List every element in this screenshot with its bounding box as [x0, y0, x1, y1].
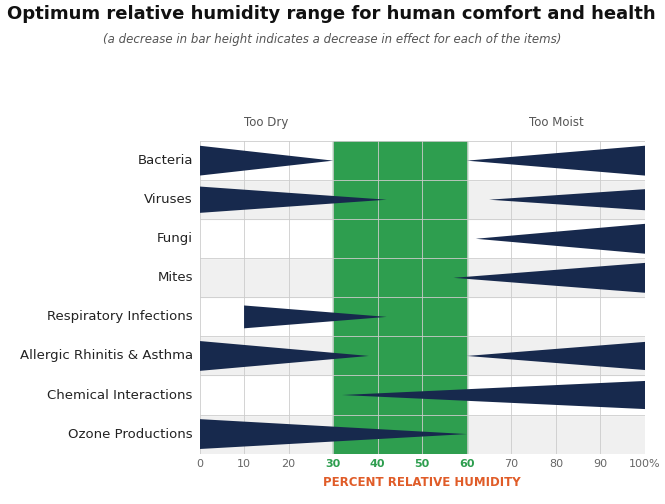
Polygon shape	[467, 146, 645, 175]
Bar	[200, 219, 645, 258]
Text: Too Dry: Too Dry	[244, 115, 289, 129]
Bar	[200, 141, 645, 180]
Text: Allergic Rhinitis & Asthma: Allergic Rhinitis & Asthma	[20, 349, 193, 362]
Text: Fungi: Fungi	[157, 232, 193, 245]
Polygon shape	[200, 186, 386, 213]
Polygon shape	[200, 146, 333, 175]
Text: Chemical Interactions: Chemical Interactions	[47, 389, 193, 402]
Polygon shape	[200, 341, 369, 371]
Bar	[200, 180, 645, 219]
Text: Respiratory Infections: Respiratory Infections	[47, 310, 193, 324]
Bar	[200, 258, 645, 297]
Text: Optimum relative humidity range for human comfort and health: Optimum relative humidity range for huma…	[7, 5, 655, 23]
Text: Bacteria: Bacteria	[137, 154, 193, 167]
Polygon shape	[489, 189, 645, 210]
Polygon shape	[200, 419, 467, 449]
Polygon shape	[244, 305, 386, 328]
Text: Too Moist: Too Moist	[529, 115, 583, 129]
Polygon shape	[467, 342, 645, 370]
Text: Mites: Mites	[158, 271, 193, 284]
Polygon shape	[342, 381, 645, 409]
Bar	[200, 414, 645, 454]
Text: Ozone Productions: Ozone Productions	[68, 427, 193, 440]
X-axis label: PERCENT RELATIVE HUMIDITY: PERCENT RELATIVE HUMIDITY	[323, 476, 521, 489]
Text: HEALTHY ZONE: HEALTHY ZONE	[347, 115, 453, 129]
Bar	[200, 337, 645, 375]
Bar	[200, 297, 645, 337]
Text: Viruses: Viruses	[144, 193, 193, 206]
Polygon shape	[454, 263, 645, 293]
Bar	[333, 141, 467, 454]
Text: (a decrease in bar height indicates a decrease in effect for each of the items): (a decrease in bar height indicates a de…	[103, 33, 562, 46]
Polygon shape	[475, 224, 645, 254]
Bar	[200, 375, 645, 414]
